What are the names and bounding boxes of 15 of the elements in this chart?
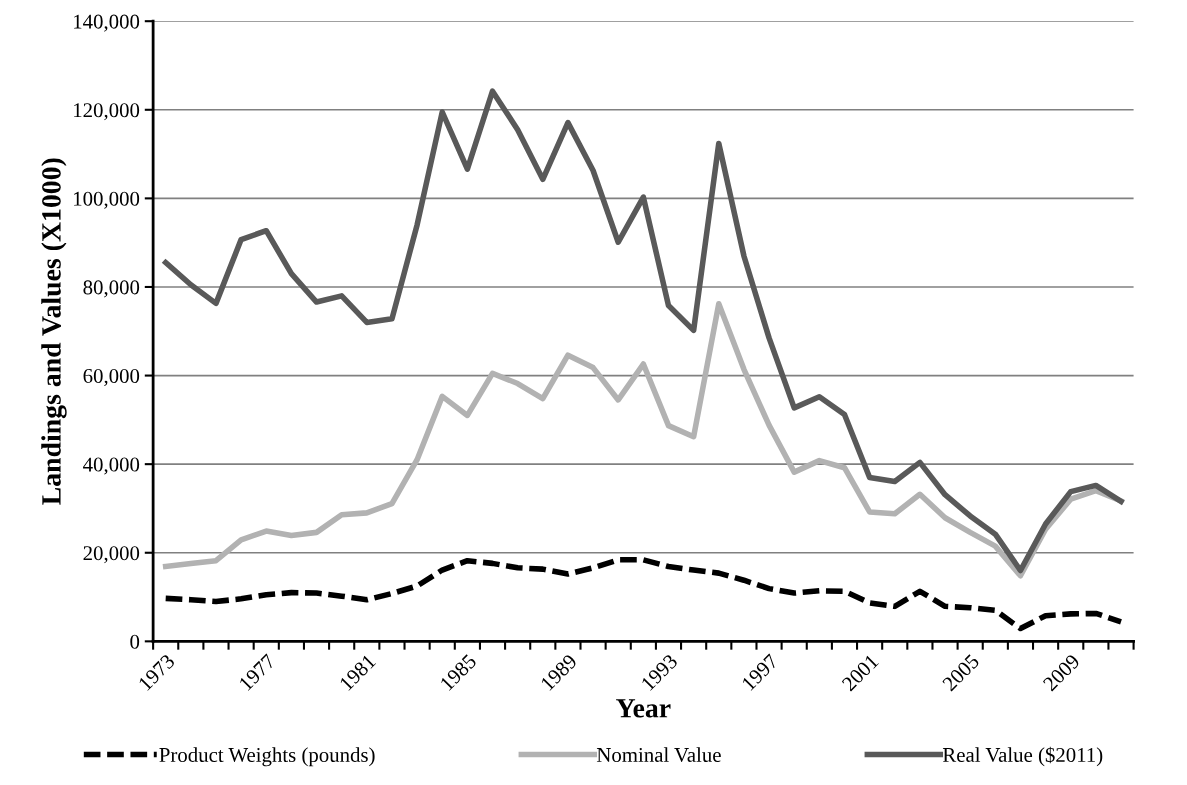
y-axis-title: Landings and Values (X1000)	[41, 158, 67, 505]
x-axis-title: Year	[616, 699, 671, 718]
y-tick-label: 120,000	[74, 103, 140, 121]
y-tick-label: 20,000	[83, 546, 140, 564]
legend-label: Product Weights (pounds)	[159, 747, 375, 767]
x-tick-label: 1981	[339, 653, 377, 691]
x-tick-label: 2001	[841, 653, 880, 692]
legend-label: Real Value ($2011)	[942, 746, 1103, 767]
y-tick-label: 0	[130, 634, 140, 649]
y-tick-label: 80,000	[83, 280, 140, 298]
y-tick-label: 100,000	[74, 191, 140, 209]
y-tick-label: 60,000	[83, 368, 140, 386]
legend-label: Nominal Value	[596, 747, 721, 763]
y-tick-label: 140,000	[74, 14, 140, 32]
y-tick-label: 40,000	[83, 457, 140, 475]
